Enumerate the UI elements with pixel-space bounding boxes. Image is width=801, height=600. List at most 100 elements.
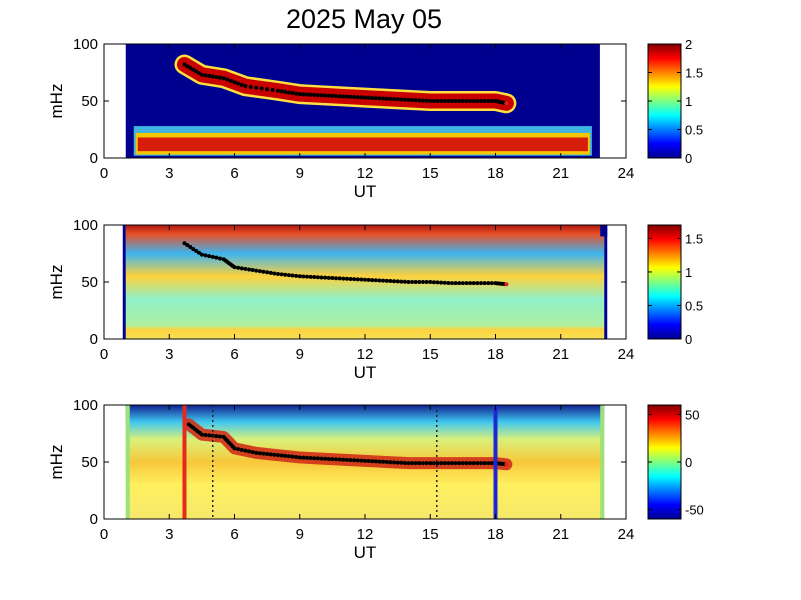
ridge-point — [337, 276, 342, 281]
ridge-point — [305, 92, 309, 97]
y-tick-label: 100 — [73, 397, 98, 414]
ridge-point — [392, 460, 396, 465]
ridge-point — [236, 447, 241, 452]
ridge-point — [453, 99, 458, 103]
ridge-point — [308, 274, 313, 279]
ridge-point — [276, 272, 280, 277]
ridge-point — [363, 277, 367, 282]
x-tick-label: 18 — [487, 346, 504, 363]
x-tick-label: 18 — [487, 165, 504, 182]
ridge-point — [464, 281, 469, 286]
x-tick-label: 6 — [230, 346, 238, 363]
ridge-point — [413, 280, 418, 284]
x-tick-label: 12 — [357, 346, 374, 363]
ridge-point — [471, 281, 476, 286]
ridge-point — [388, 460, 393, 465]
ridge-point — [337, 457, 342, 462]
ridge-point — [199, 72, 204, 77]
x-tick-label: 12 — [357, 165, 374, 182]
x-tick-label: 6 — [230, 526, 238, 543]
ridge-point — [185, 64, 190, 69]
ridge-point — [421, 461, 425, 466]
ridge-point — [323, 275, 328, 280]
ridge-point — [283, 453, 288, 458]
ridge-point — [232, 265, 237, 270]
ridge-point — [276, 453, 280, 458]
ridge-point — [218, 434, 222, 439]
ridge-point — [334, 276, 338, 281]
ridge-point — [460, 99, 465, 103]
ridge-point — [439, 280, 444, 285]
ridge-point — [504, 282, 509, 287]
ridge-point — [196, 250, 201, 255]
ridge-point — [366, 459, 371, 464]
figure-title: 2025 May 05 — [286, 4, 442, 34]
x-axis-label: UT — [354, 543, 377, 562]
ridge-point — [486, 461, 491, 466]
ridge-point — [290, 454, 295, 459]
ridge-point — [457, 99, 462, 103]
ridge-point — [312, 92, 317, 97]
ridge-point — [373, 278, 378, 283]
ridge-point — [194, 248, 199, 253]
ridge-point — [326, 275, 331, 280]
ridge-point — [410, 98, 415, 103]
y-tick-label: 0 — [90, 331, 98, 348]
ridge-point — [348, 458, 353, 463]
ridge-point — [417, 98, 422, 103]
ridge-point — [413, 98, 418, 103]
ridge-point — [261, 451, 266, 456]
ridge-point — [435, 99, 440, 103]
ridge-point — [446, 99, 451, 103]
ridge-point — [330, 93, 335, 98]
ridge-point — [417, 280, 422, 284]
y-axis-label: mHz — [47, 84, 66, 119]
ridge-point — [259, 86, 264, 91]
ridge-point — [453, 461, 458, 466]
ridge-point — [196, 71, 201, 76]
ridge-point — [250, 268, 255, 273]
ridge-point — [363, 95, 367, 100]
colorbar-tick-label: 0.5 — [685, 123, 703, 138]
colorbar-tick-label: 0 — [685, 332, 692, 347]
ridge-point — [392, 97, 396, 102]
ridge-point — [188, 245, 193, 250]
ridge-point — [355, 95, 360, 100]
heatmap-image — [122, 225, 608, 339]
ridge-point — [323, 456, 328, 461]
ridge-trace — [182, 62, 509, 106]
x-tick-label: 3 — [165, 165, 173, 182]
ridge-point — [286, 454, 291, 459]
ridge-point — [388, 96, 393, 101]
x-tick-label: 3 — [165, 526, 173, 543]
colorbar-tick-label: 0.5 — [685, 298, 703, 313]
y-tick-label: 50 — [81, 93, 98, 110]
ridge-point — [402, 460, 407, 465]
ridge-point — [236, 265, 241, 270]
ridge-point — [352, 277, 357, 282]
ridge-point — [464, 99, 469, 103]
ridge-point — [218, 75, 222, 80]
ridge-point — [207, 254, 212, 259]
colorbar-tick-label: 0 — [685, 455, 692, 470]
ridge-point — [421, 98, 425, 103]
x-tick-label: 3 — [165, 346, 173, 363]
ridge-point — [450, 99, 454, 103]
colorbar-gradient — [647, 404, 682, 520]
ridge-point — [239, 266, 244, 271]
y-tick-label: 50 — [81, 454, 98, 471]
ridge-point — [431, 461, 436, 466]
ridge-point — [355, 277, 360, 282]
ridge-point — [326, 456, 331, 461]
ridge-point — [457, 281, 462, 286]
ridge-point — [323, 93, 328, 98]
ridge-point — [348, 94, 353, 99]
ridge-point — [276, 88, 280, 93]
ridge-point — [344, 457, 349, 462]
ridge-point — [301, 92, 306, 97]
ridge-point — [247, 267, 251, 272]
ridge-point — [428, 99, 433, 103]
y-tick-label: 0 — [90, 150, 98, 167]
ridge-point — [388, 279, 393, 284]
ridge-point — [203, 433, 208, 438]
